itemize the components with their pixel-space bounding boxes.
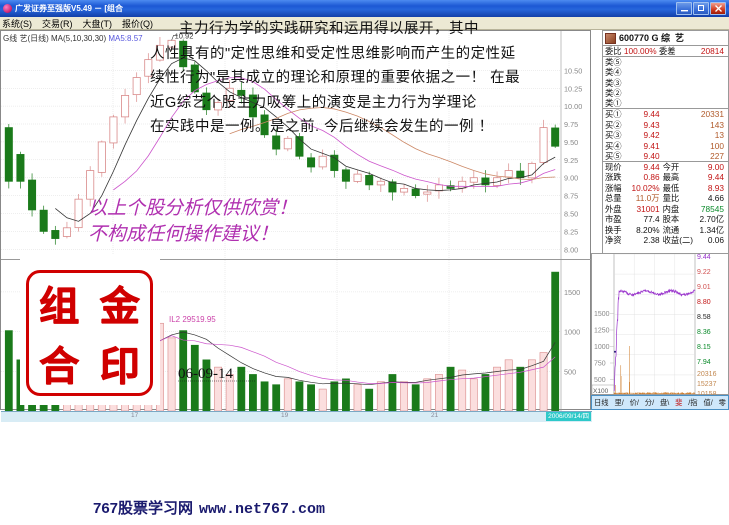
svg-text:750: 750 bbox=[594, 361, 606, 368]
svg-text:8.00: 8.00 bbox=[564, 245, 578, 254]
svg-text:1000: 1000 bbox=[564, 328, 580, 337]
svg-text:9.00: 9.00 bbox=[564, 174, 578, 183]
svg-text:8.25: 8.25 bbox=[564, 227, 578, 236]
svg-text:500: 500 bbox=[564, 367, 576, 376]
svg-text:X100: X100 bbox=[593, 388, 609, 395]
svg-text:IL2 29519.95: IL2 29519.95 bbox=[169, 315, 216, 324]
svg-text:1000: 1000 bbox=[594, 344, 610, 351]
svg-text:1250: 1250 bbox=[594, 328, 610, 335]
svg-text:9.50: 9.50 bbox=[564, 138, 578, 147]
svg-text:8.50: 8.50 bbox=[564, 210, 578, 219]
svg-text:500: 500 bbox=[594, 377, 606, 384]
svg-text:1500: 1500 bbox=[594, 311, 610, 318]
svg-text:1500: 1500 bbox=[564, 288, 580, 297]
svg-text:8.75: 8.75 bbox=[564, 192, 578, 201]
svg-text:06-09-14: 06-09-14 bbox=[178, 366, 233, 382]
svg-text:9.25: 9.25 bbox=[564, 156, 578, 165]
